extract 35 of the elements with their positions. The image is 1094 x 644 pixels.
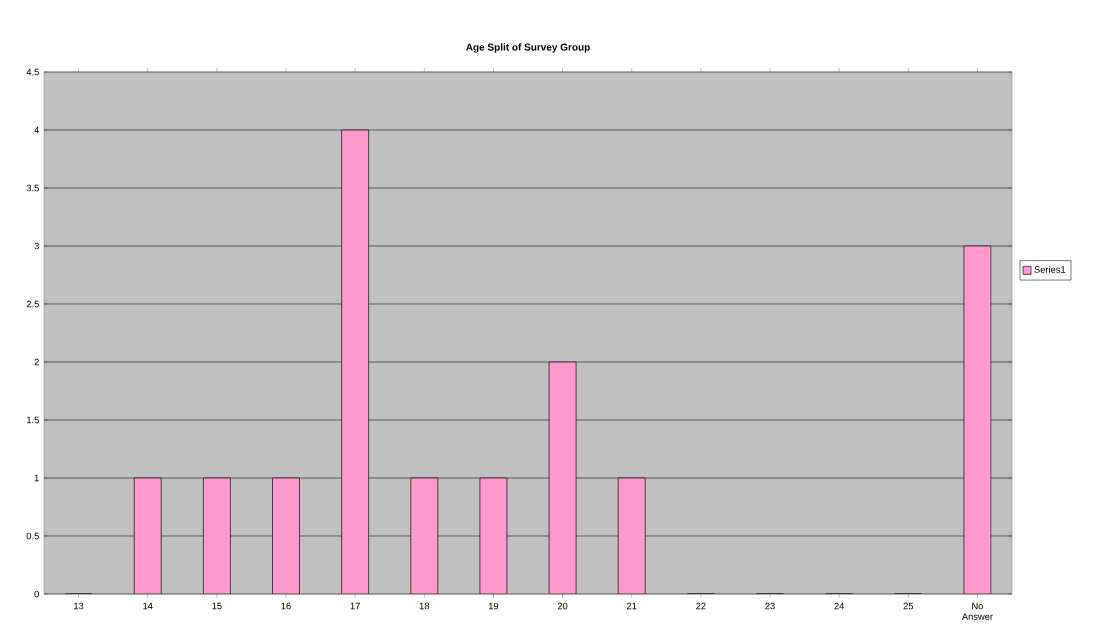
y-tick-label: 0.5 [26,532,39,540]
bar [410,477,439,594]
x-tick-label: 17 [350,602,360,610]
bar [548,361,577,594]
legend-label: Series1 [1034,265,1066,273]
x-tick-label: 14 [143,602,153,610]
y-tick-label: 2.5 [26,300,39,308]
x-tick-label: 25 [903,602,914,610]
y-tick-label: 3 [34,242,39,250]
x-tick-label: 22 [696,602,706,610]
y-tick-label: 4.5 [26,68,39,76]
bar [479,477,508,594]
bar [963,245,992,594]
y-tick-label: 1.5 [27,416,39,424]
bar [133,477,162,594]
x-tick-label: 21 [626,602,637,610]
y-tick-label: 3.5 [26,184,39,192]
chart-title: Age Split of Survey Group [466,43,590,53]
x-tick-label: 18 [419,602,430,610]
x-tick-label: No Answer [961,602,993,620]
x-tick-label: 23 [765,602,775,610]
x-tick-label: 15 [212,602,222,610]
bar [341,129,369,594]
x-tick-label: 13 [74,602,84,610]
bar [617,477,646,594]
y-tick-label: 2 [34,358,39,366]
y-tick-label: 4 [34,126,40,134]
bar [272,477,300,594]
x-tick-label: 16 [281,602,291,610]
x-tick-label: 20 [557,602,568,610]
y-tick-label: 0 [34,590,39,598]
y-tick-label: 1 [34,474,39,482]
bar [203,477,231,594]
x-tick-label: 24 [834,602,845,610]
x-tick-label: 19 [488,602,499,610]
